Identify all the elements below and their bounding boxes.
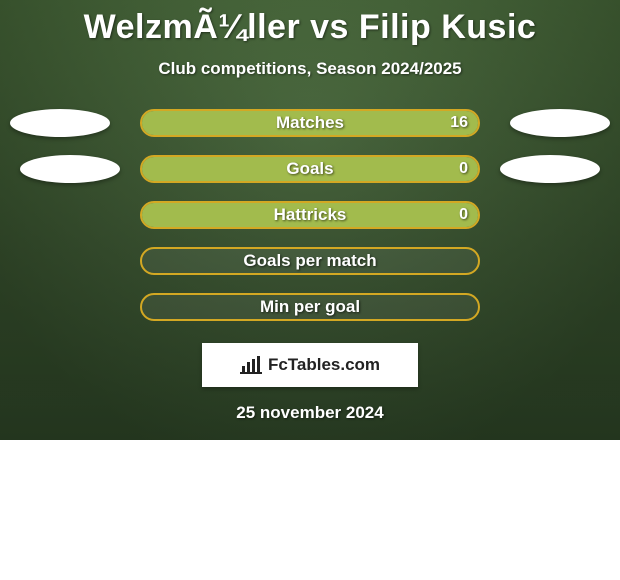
- player-right-avatar: [510, 109, 610, 137]
- stat-label: Min per goal: [142, 295, 478, 319]
- branding-text: FcTables.com: [268, 355, 380, 375]
- stat-row: Matches16: [0, 109, 620, 137]
- stat-bar: Matches16: [140, 109, 480, 137]
- stat-bar: Hattricks0: [140, 201, 480, 229]
- stat-bar: Min per goal: [140, 293, 480, 321]
- player-left-avatar: [10, 109, 110, 137]
- stat-label: Goals per match: [142, 249, 478, 273]
- stat-bar: Goals per match: [140, 247, 480, 275]
- stat-row: Min per goal: [0, 293, 620, 321]
- branding-badge: FcTables.com: [202, 343, 418, 387]
- stat-bar-fill-right: [142, 157, 478, 181]
- page-subtitle: Club competitions, Season 2024/2025: [0, 59, 620, 79]
- stat-row: Hattricks0: [0, 201, 620, 229]
- stat-rows: Matches16 Goals0 Hattricks0 Goals per match…: [0, 109, 620, 321]
- player-right-avatar: [500, 155, 600, 183]
- stat-value-right: 0: [459, 157, 468, 181]
- stat-value-right: 16: [450, 111, 468, 135]
- chart-bars-icon: [240, 356, 262, 374]
- comparison-card: WelzmÃ¼ller vs Filip Kusic Club competit…: [0, 0, 620, 440]
- page-title: WelzmÃ¼ller vs Filip Kusic: [0, 0, 620, 47]
- stat-bar-fill-right: [142, 111, 478, 135]
- snapshot-date: 25 november 2024: [0, 403, 620, 423]
- stat-bar-fill-right: [142, 203, 478, 227]
- stat-row: Goals0: [0, 155, 620, 183]
- stat-value-right: 0: [459, 203, 468, 227]
- player-left-avatar: [20, 155, 120, 183]
- stat-bar: Goals0: [140, 155, 480, 183]
- stat-row: Goals per match: [0, 247, 620, 275]
